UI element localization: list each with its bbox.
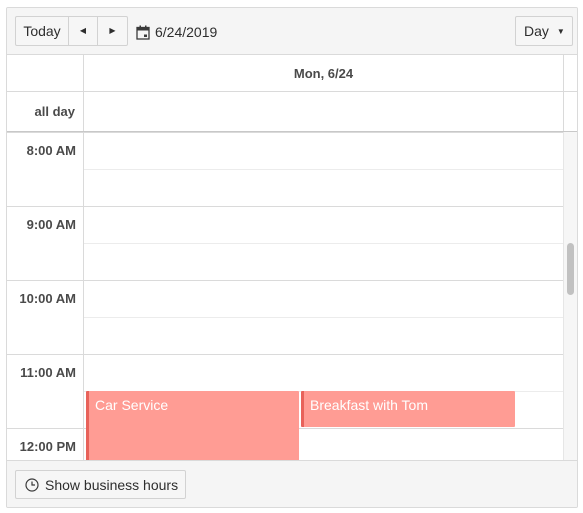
view-selector-label: Day [524, 23, 549, 39]
triangle-left-icon: ◀ [79, 26, 87, 35]
all-day-row: all day [7, 92, 577, 132]
time-label: 11:00 AM [20, 365, 76, 380]
all-day-cell[interactable] [84, 92, 564, 131]
scrollbar-thumb[interactable] [567, 243, 574, 295]
time-slot: 11:00 AM [7, 354, 84, 428]
time-label: 8:00 AM [26, 143, 76, 158]
time-label: 9:00 AM [26, 217, 76, 232]
previous-button[interactable]: ◀ [68, 16, 98, 46]
scheduler: Today ◀ ▶ 6/24/2019 Day ▼ Mon, 6/24 all … [6, 7, 578, 508]
current-date-picker[interactable]: 6/24/2019 [136, 22, 217, 42]
calendar-icon [136, 25, 150, 40]
half-hour-gridline [84, 243, 563, 244]
time-slot: 10:00 AM [7, 280, 84, 354]
time-label: 12:00 PM [19, 439, 76, 454]
time-label: 10:00 AM [19, 291, 76, 306]
caret-down-icon: ▼ [556, 26, 565, 36]
half-hour-gridline [84, 317, 563, 318]
header-corner [7, 55, 84, 91]
day-column[interactable]: Car Service Breakfast with Tom [84, 132, 564, 460]
half-hour-gridline [84, 169, 563, 170]
event-car-service[interactable]: Car Service [86, 391, 299, 460]
show-business-hours-button[interactable]: Show business hours [15, 470, 186, 499]
all-day-label: all day [7, 92, 84, 131]
hour-gridline [84, 428, 563, 429]
view-selector[interactable]: Day ▼ [515, 16, 573, 46]
scheduler-footer: Show business hours [7, 460, 577, 507]
time-slot: 12:00 PM [7, 428, 84, 460]
day-header-row: Mon, 6/24 [7, 55, 577, 92]
next-button[interactable]: ▶ [97, 16, 128, 46]
clock-icon [25, 477, 39, 492]
time-slot: 8:00 AM [7, 132, 84, 206]
event-breakfast-with-tom[interactable]: Breakfast with Tom [301, 391, 515, 427]
time-slot: 9:00 AM [7, 206, 84, 280]
scheduler-toolbar: Today ◀ ▶ 6/24/2019 Day ▼ [7, 8, 577, 55]
current-date-label: 6/24/2019 [155, 24, 218, 40]
hour-gridline [84, 280, 563, 281]
vertical-scrollbar[interactable] [563, 132, 577, 460]
show-business-hours-label: Show business hours [45, 476, 179, 493]
hour-gridline [84, 206, 563, 207]
event-title: Car Service [95, 397, 169, 413]
event-title: Breakfast with Tom [310, 397, 429, 413]
time-grid: 8:00 AM 9:00 AM 10:00 AM 11:00 AM 12:00 … [7, 132, 577, 460]
today-button[interactable]: Today [15, 16, 69, 46]
time-column: 8:00 AM 9:00 AM 10:00 AM 11:00 AM 12:00 … [7, 132, 84, 460]
hour-gridline [84, 354, 563, 355]
triangle-right-icon: ▶ [109, 26, 116, 35]
day-header[interactable]: Mon, 6/24 [84, 55, 564, 91]
hour-gridline [84, 132, 563, 133]
